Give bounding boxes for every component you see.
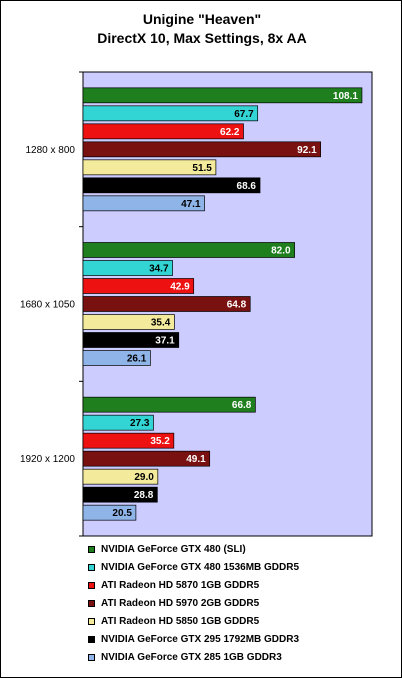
bar [82, 195, 205, 212]
bar [82, 414, 154, 431]
bar-value-label: 20.5 [112, 508, 132, 519]
bar [82, 396, 256, 413]
bar-value-label: 67.7 [234, 109, 254, 120]
bar-value-label: 64.8 [227, 300, 247, 311]
category-label: 1920 x 1200 [20, 454, 75, 465]
legend-label: NVIDIA GeForce GTX 480 (SLI) [101, 544, 246, 555]
bar-value-label: 66.8 [232, 400, 252, 411]
bar [82, 278, 195, 294]
bar-value-label: 49.1 [186, 454, 206, 465]
bar [82, 260, 173, 276]
bar [82, 504, 137, 521]
bar [82, 296, 251, 312]
bar-value-label: 35.2 [150, 436, 170, 447]
bar-value-label: 92.1 [297, 145, 317, 156]
bar-value-label: 68.6 [237, 181, 257, 192]
legend-item: NVIDIA GeForce GTX 285 1GB GDDR3 [88, 649, 388, 667]
bar [82, 350, 151, 366]
bar [82, 105, 259, 122]
legend-label: ATI Radeon HD 5850 1GB GDDR5 [101, 616, 260, 627]
bar-value-label: 27.3 [130, 418, 150, 429]
bar-value-label: 47.1 [181, 199, 201, 210]
legend-swatch [88, 564, 95, 571]
bar [82, 486, 158, 503]
bar [82, 87, 363, 104]
legend-swatch [88, 654, 95, 661]
chart-title: Unigine "Heaven" DirectX 10, Max Setting… [1, 10, 402, 48]
bar-value-label: 82.0 [271, 246, 291, 257]
chart-title-line1: Unigine "Heaven" [142, 11, 262, 27]
bar-value-label: 34.7 [149, 264, 169, 275]
bar [82, 468, 159, 485]
legend-swatch [88, 582, 95, 589]
legend-label: NVIDIA GeForce GTX 285 1GB GDDR3 [101, 652, 282, 663]
bar-value-label: 37.1 [155, 336, 175, 347]
category-label: 1280 x 800 [26, 145, 76, 156]
legend-label: ATI Radeon HD 5870 1GB GDDR5 [101, 580, 260, 591]
bar [82, 432, 175, 449]
legend-item: ATI Radeon HD 5870 1GB GDDR5 [88, 577, 388, 595]
legend-item: ATI Radeon HD 5970 2GB GDDR5 [88, 595, 388, 613]
category-label: 1680 x 1050 [20, 300, 75, 311]
bar-value-label: 62.2 [220, 127, 240, 138]
chart-legend: NVIDIA GeForce GTX 480 (SLI) NVIDIA GeFor… [88, 541, 388, 667]
legend-item: ATI Radeon HD 5850 1GB GDDR5 [88, 613, 388, 631]
bar-chart: 1280 x 800 108.1 67.7 62.2 92.1 51.5 68.6 47.1 1… [20, 71, 373, 537]
legend-label: NVIDIA GeForce GTX 295 1792MB GDDR3 [101, 634, 300, 645]
bar [82, 314, 175, 330]
bar-value-label: 35.4 [151, 318, 171, 329]
legend-item: NVIDIA GeForce GTX 480 1536MB GDDR5 [88, 559, 388, 577]
bar [82, 123, 244, 140]
legend-swatch [88, 636, 95, 643]
bar-value-label: 29.0 [134, 472, 154, 483]
legend-swatch [88, 618, 95, 625]
legend-item: NVIDIA GeForce GTX 480 (SLI) [88, 541, 388, 559]
chart-title-line2: DirectX 10, Max Settings, 8x AA [97, 30, 307, 46]
legend-item: NVIDIA GeForce GTX 295 1792MB GDDR3 [88, 631, 388, 649]
bar-value-label: 42.9 [170, 282, 190, 293]
legend-swatch [88, 600, 95, 607]
bar [82, 450, 211, 467]
bar [82, 242, 295, 258]
legend-swatch [88, 546, 95, 553]
legend-label: NVIDIA GeForce GTX 480 1536MB GDDR5 [101, 562, 300, 573]
bar-value-label: 28.8 [134, 490, 154, 501]
bar-value-label: 51.5 [192, 163, 212, 174]
bar-value-label: 108.1 [333, 91, 358, 102]
bar [82, 177, 261, 194]
bar [82, 141, 322, 158]
bar [82, 332, 180, 348]
bar-value-label: 26.1 [127, 354, 147, 365]
bar [82, 159, 217, 176]
legend-label: ATI Radeon HD 5970 2GB GDDR5 [101, 598, 260, 609]
